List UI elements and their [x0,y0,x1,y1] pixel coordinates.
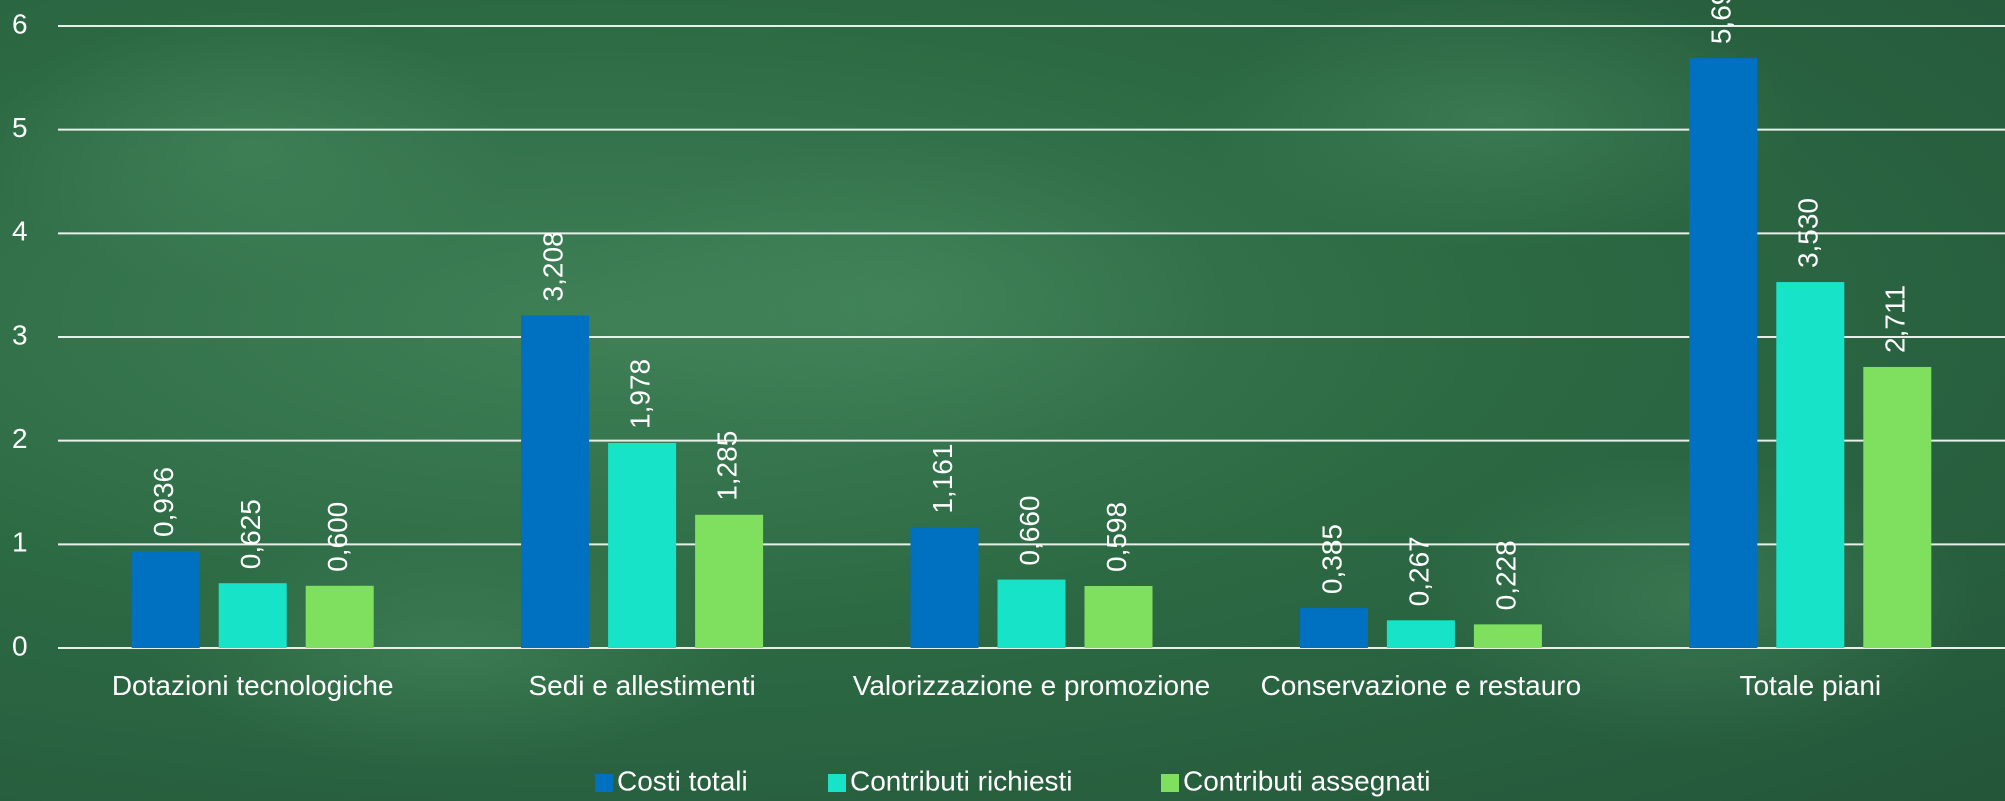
y-tick-label: 2 [12,423,28,454]
x-tick-label: Valorizzazione e promozione [852,670,1211,701]
value-label: 0,228 [1490,540,1521,610]
background-texture [0,0,1980,770]
bar [1863,366,1932,648]
bar [1084,586,1153,648]
bar [305,585,374,648]
value-label: 0,267 [1403,536,1434,606]
x-tick-label: Dotazioni tecnologiche [111,670,394,701]
bar [608,442,677,648]
legend-swatch [1161,774,1179,792]
bar [910,527,979,648]
value-label: 2,711 [1880,285,1911,353]
legend-label: Contributi assegnati [1183,765,1430,796]
bar [1473,624,1542,648]
value-label: 1,978 [624,359,655,429]
legend-label: Costi totali [617,765,748,796]
value-label: 3,530 [1793,198,1824,268]
value-label: 0,936 [148,467,179,537]
value-label: 5,690 [1706,0,1737,44]
y-tick-label: 5 [12,112,28,143]
bar [1776,282,1845,648]
x-tick-label: Sedi e allestimenti [528,670,756,701]
bar [218,583,287,648]
y-tick-label: 6 [12,8,28,39]
legend-swatch [828,774,846,792]
value-label: 0,625 [235,499,266,569]
bar [521,315,590,648]
x-tick-label: Conservazione e restauro [1260,670,1582,701]
value-label: 0,598 [1101,502,1132,572]
value-label: 0,600 [322,502,353,572]
legend-label: Contributi richiesti [850,765,1073,796]
value-label: 1,285 [711,431,742,501]
y-tick-label: 3 [12,319,28,350]
legend-swatch [595,774,613,792]
value-label: 3,208 [537,231,568,301]
bar [1689,58,1758,649]
bar [131,550,200,648]
value-label: 1,161 [927,444,958,514]
bar [997,579,1066,648]
value-label: 0,385 [1316,524,1347,594]
bar [695,514,764,648]
y-tick-label: 1 [12,527,28,558]
y-tick-label: 0 [12,630,28,661]
value-label: 0,660 [1014,496,1045,566]
bar [1386,620,1455,648]
x-tick-label: Totale piani [1739,670,1882,701]
bar [1299,608,1368,648]
y-tick-label: 4 [12,216,28,247]
